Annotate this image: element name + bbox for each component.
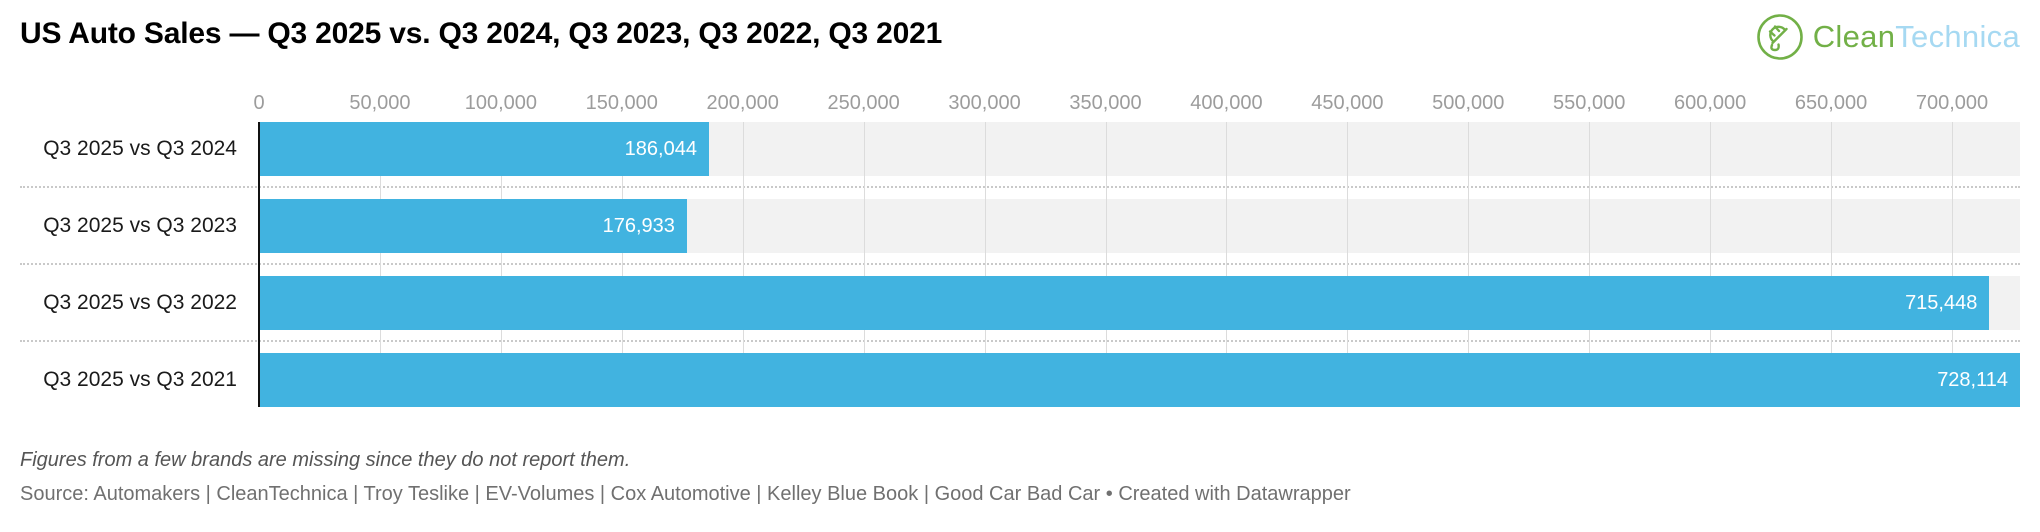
x-axis: 0 50,000 100,000 150,000 200,000 250,000 300,0… — [253, 86, 2020, 122]
bar-chart: 0 50,000 100,000 150,000 200,000 250,000 300,0… — [20, 86, 2020, 407]
row-plot-area: 715,448 — [259, 276, 2020, 330]
x-axis-tick-label: 350,000 — [1069, 92, 1142, 114]
x-axis-tick-label: 700,000 — [1915, 92, 1989, 114]
category-label: Q3 2025 vs Q3 2022 — [43, 291, 237, 314]
bar-row: Q3 2025 vs Q3 2022 715,448 — [20, 263, 2020, 330]
row-plot-area: 176,933 — [259, 199, 2020, 253]
bar: 176,933 — [259, 199, 687, 253]
x-axis-tick-label: 600,000 — [1673, 92, 1747, 114]
x-axis-tick-label: 650,000 — [1794, 92, 1868, 114]
category-label: Q3 2025 vs Q3 2024 — [43, 137, 237, 160]
bar-value-label: 715,448 — [1905, 291, 1978, 314]
x-axis-tick-label: 50,000 — [349, 92, 411, 114]
x-axis-tick-label: 200,000 — [706, 92, 779, 114]
cleantechnica-logo-text: CleanTechnica — [1813, 19, 2020, 55]
bar-value-label: 176,933 — [602, 214, 675, 237]
x-axis-tick-label: 400,000 — [1190, 92, 1263, 114]
x-axis-tick-label: 550,000 — [1553, 92, 1626, 114]
cleantechnica-plug-icon — [1755, 12, 1805, 62]
cleantechnica-logo[interactable]: CleanTechnica — [1755, 12, 2020, 62]
x-axis-tick-label: 0 — [253, 92, 265, 114]
header: US Auto Sales — Q3 2025 vs. Q3 2024, Q3 … — [20, 12, 2020, 74]
x-axis-tick-label: 300,000 — [948, 92, 1021, 114]
row-plot-area: 186,044 — [259, 122, 2020, 176]
source-line: Source: Automakers | CleanTechnica | Tro… — [20, 483, 1351, 505]
row-plot-area: 728,114 — [259, 353, 2020, 407]
bar-row: Q3 2025 vs Q3 2021 728,114 — [20, 340, 2020, 407]
bar: 715,448 — [259, 276, 1990, 330]
footnote: Figures from a few brands are missing si… — [20, 449, 631, 471]
bar-row: Q3 2025 vs Q3 2023 176,933 — [20, 186, 2020, 253]
bar: 728,114 — [259, 353, 2020, 407]
bar-row: Q3 2025 vs Q3 2024 186,044 — [20, 122, 2020, 176]
bar-value-label: 186,044 — [624, 137, 697, 160]
x-axis-tick-label: 100,000 — [464, 92, 537, 114]
x-axis-tick-label: 500,000 — [1432, 92, 1505, 114]
category-label: Q3 2025 vs Q3 2021 — [43, 368, 237, 391]
x-axis-tick-label: 150,000 — [585, 92, 658, 114]
chart-rows: Q3 2025 vs Q3 2024 186,044 Q3 2025 vs Q3 2… — [20, 122, 2020, 407]
bar-value-label: 728,114 — [1937, 368, 2008, 391]
logo-text-clean: Clean — [1812, 19, 1896, 54]
x-axis-tick-label: 450,000 — [1311, 92, 1384, 114]
axis-baseline — [258, 122, 260, 407]
x-axis-tick-label: 250,000 — [827, 92, 900, 114]
category-label: Q3 2025 vs Q3 2023 — [43, 214, 237, 237]
logo-text-technica: Technica — [1895, 19, 2020, 54]
chart-title: US Auto Sales — Q3 2025 vs. Q3 2024, Q3 … — [20, 17, 943, 50]
bar: 186,044 — [259, 122, 709, 176]
